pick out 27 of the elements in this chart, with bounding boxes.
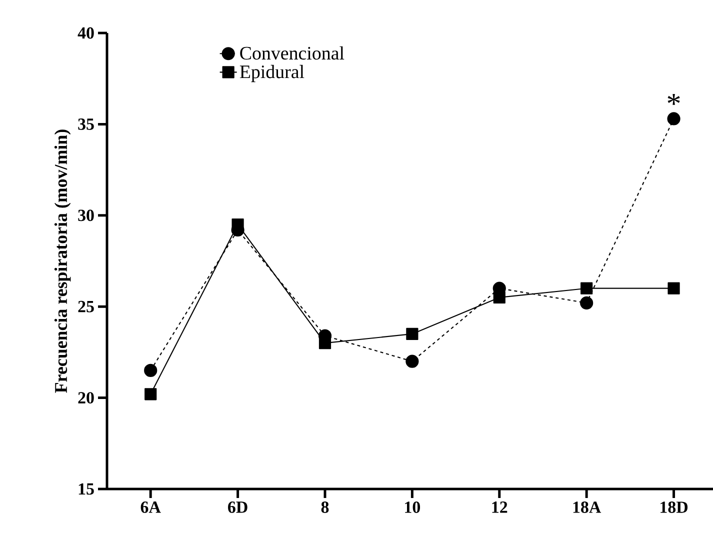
point [580,282,593,294]
legend-label: Epidural [240,64,304,82]
point [406,328,418,340]
point [144,388,157,400]
x-tick-label: 6A [140,502,161,513]
legend-label: Convencional [240,46,344,60]
point [406,354,419,368]
x-tick-label: 8 [321,502,329,513]
y-tick-label: 35 [78,118,94,130]
y-tick-label: 30 [78,210,94,222]
y-tick-label: 20 [78,392,94,404]
point [144,364,158,377]
point [668,282,680,294]
x-tick-label: 12 [492,502,508,513]
point [493,291,506,304]
x-tick-label: 10 [405,502,420,513]
y-axis-title: Frecuencia respiratoria (mov/min) [54,130,71,393]
y-tick-label: 25 [78,300,94,312]
x-tick-label: 6D [228,502,248,513]
point [318,337,332,350]
y-tick-label: 40 [78,27,94,39]
x-tick-label: 18D [660,502,688,513]
point [580,296,594,310]
point [667,112,680,126]
annotation: * [668,94,680,105]
x-tick-label: 18A [573,502,602,513]
y-tick-label: 15 [78,483,94,495]
